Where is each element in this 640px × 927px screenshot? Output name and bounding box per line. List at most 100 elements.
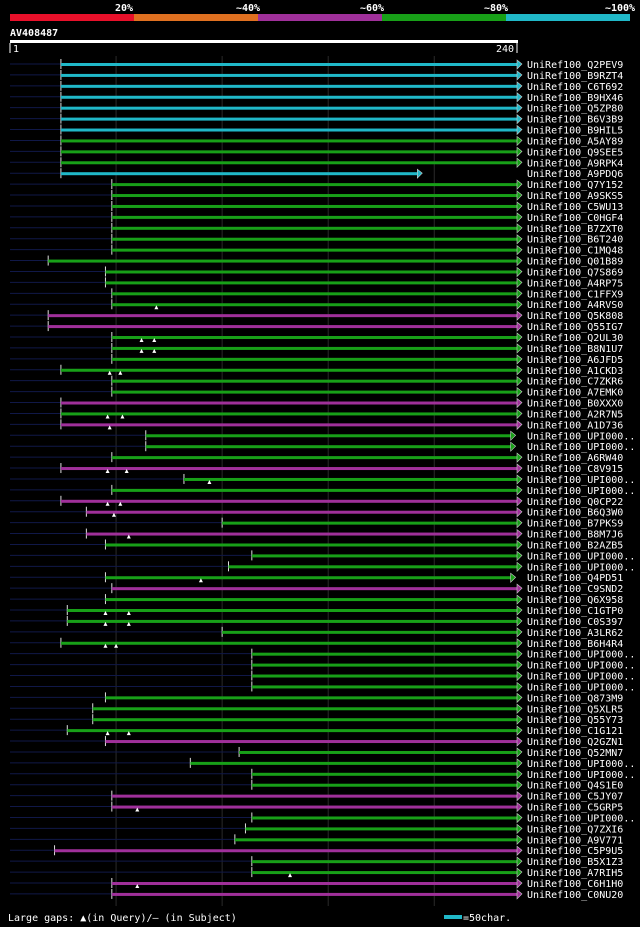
hit-bar[interactable] [251,652,517,656]
hit-label[interactable]: UniRef100_A4RVS0 [527,300,623,311]
hit-row[interactable]: UniRef100_B6V3B9 [10,113,623,126]
hit-row[interactable]: UniRef100_A9RPK4 [10,157,623,169]
hit-label[interactable]: UniRef100_Q9SEE5 [527,147,623,158]
hit-row[interactable]: UniRef100_C5WU13 [10,200,623,213]
hit-label[interactable]: UniRef100_Q6X958 [527,595,623,606]
hit-label[interactable]: UniRef100_C0NU20 [527,890,623,901]
hit-row[interactable]: UniRef100_C1FFX9 [10,288,623,300]
hit-label[interactable]: UniRef100_UPI000.. [527,486,635,497]
hit-row[interactable]: UniRef100_C0NU20 [10,888,623,901]
hit-bar[interactable] [111,882,517,885]
hit-row[interactable]: UniRef100_UPI000.. [10,681,635,693]
hit-label[interactable]: UniRef100_Q4S1E0 [527,781,623,792]
hit-bar[interactable] [111,292,517,296]
hit-bar[interactable] [251,554,517,558]
hit-label[interactable]: UniRef100_C7ZKR6 [527,377,623,388]
hit-bar[interactable] [234,838,517,842]
hit-row[interactable]: UniRef100_UPI000.. [10,648,635,661]
hit-row[interactable]: UniRef100_Q5ZP80 [10,102,623,115]
hit-row[interactable]: UniRef100_Q7Y152 [10,179,623,191]
hit-label[interactable]: UniRef100_UPI000.. [527,551,635,562]
hit-bar[interactable] [60,368,517,372]
hit-bar[interactable] [111,587,517,591]
hit-label[interactable]: UniRef100_Q873M9 [527,693,623,704]
hit-label[interactable]: UniRef100_C8V915 [527,464,623,475]
hit-row[interactable]: UniRef100_A2R7N5 [10,408,623,420]
hit-bar[interactable] [145,445,511,449]
hit-label[interactable]: UniRef100_A9PDQ6 [527,169,623,180]
hit-row[interactable]: UniRef100_UPI000.. [10,768,635,781]
hit-row[interactable]: UniRef100_UPI000.. [10,757,635,770]
hit-label[interactable]: UniRef100_B5X1Z3 [527,857,623,868]
hit-row[interactable]: UniRef100_C6T692 [10,80,623,93]
hit-label[interactable]: UniRef100_C0HGF4 [527,213,623,224]
hit-bar[interactable] [60,641,517,645]
hit-row[interactable]: UniRef100_UPI000.. [10,473,635,486]
hit-label[interactable]: UniRef100_UPI000.. [527,661,635,672]
hit-row[interactable]: UniRef100_A1D736 [10,419,623,431]
hit-row[interactable]: UniRef100_C1GTP0 [10,605,623,617]
hit-row[interactable]: UniRef100_B6H4R4 [10,637,623,650]
hit-bar[interactable] [111,215,517,219]
hit-row[interactable]: UniRef100_C7ZKR6 [10,375,623,388]
hit-bar[interactable] [251,783,517,787]
hit-label[interactable]: UniRef100_C1MQ48 [527,246,623,257]
hit-bar[interactable] [105,576,511,580]
hit-bar[interactable] [105,270,517,274]
hit-label[interactable]: UniRef100_A9V771 [527,835,623,846]
hit-label[interactable]: UniRef100_Q2UL30 [527,333,623,344]
hit-row[interactable]: UniRef100_Q55IG7 [10,321,623,333]
hit-bar[interactable] [60,106,517,110]
hit-label[interactable]: UniRef100_C6T692 [527,82,623,93]
hit-bar[interactable] [111,226,517,230]
hit-bar[interactable] [60,139,517,143]
hit-label[interactable]: UniRef100_Q55Y73 [527,715,623,726]
hit-label[interactable]: UniRef100_A4RP75 [527,278,623,289]
hit-bar[interactable] [86,532,518,536]
hit-row[interactable]: UniRef100_B6Q3W0 [10,506,623,519]
hit-label[interactable]: UniRef100_Q2GZN1 [527,737,623,748]
hit-row[interactable]: UniRef100_B0XXX0 [10,397,623,410]
hit-bar[interactable] [251,772,517,776]
hit-row[interactable]: UniRef100_UPI000.. [10,484,635,497]
hit-row[interactable]: UniRef100_Q6X958 [10,594,623,606]
hit-row[interactable]: UniRef100_UPI000.. [10,550,635,562]
hit-label[interactable]: UniRef100_B9RZT4 [527,71,623,82]
hit-bar[interactable] [48,314,517,318]
hit-label[interactable]: UniRef100_B6T240 [527,235,623,246]
hit-bar[interactable] [190,761,517,765]
hit-row[interactable]: UniRef100_UPI000.. [10,430,635,442]
hit-bar[interactable] [48,325,517,329]
hit-row[interactable]: UniRef100_Q7S869 [10,266,623,278]
hit-row[interactable]: UniRef100_B9HX46 [10,91,623,104]
hit-label[interactable]: UniRef100_A9SKS5 [527,191,623,202]
hit-bar[interactable] [67,619,517,623]
hit-bar[interactable] [239,750,517,754]
hit-label[interactable]: UniRef100_B6H4R4 [527,639,623,650]
hit-bar[interactable] [60,150,517,154]
hit-label[interactable]: UniRef100_C5GRP5 [527,803,623,814]
hit-bar[interactable] [111,357,517,361]
hit-bar[interactable] [111,346,517,350]
hit-bar[interactable] [145,434,511,438]
hit-bar[interactable] [251,663,517,667]
hit-label[interactable]: UniRef100_C0S397 [527,617,623,628]
hit-bar[interactable] [48,259,517,263]
hit-row[interactable]: UniRef100_C9SND2 [10,583,623,595]
hit-row[interactable]: UniRef100_A6RW40 [10,452,623,464]
hit-bar[interactable] [60,499,517,503]
hit-label[interactable]: UniRef100_B8M7J6 [527,530,623,541]
hit-label[interactable]: UniRef100_C1GTP0 [527,606,623,617]
hit-label[interactable]: UniRef100_A1D736 [527,420,623,431]
hit-label[interactable]: UniRef100_Q5ZP80 [527,104,623,115]
hit-label[interactable]: UniRef100_Q7ZXI6 [527,824,623,835]
hit-bar[interactable] [251,860,517,864]
hit-bar[interactable] [54,849,517,853]
hit-bar[interactable] [111,456,517,460]
hit-row[interactable]: UniRef100_A3LR62 [10,626,623,639]
hit-bar[interactable] [111,237,517,241]
hit-bar[interactable] [111,794,517,798]
hit-bar[interactable] [105,598,517,602]
hit-bar[interactable] [60,467,517,471]
hit-row[interactable]: UniRef100_C6H1H0 [10,878,623,890]
